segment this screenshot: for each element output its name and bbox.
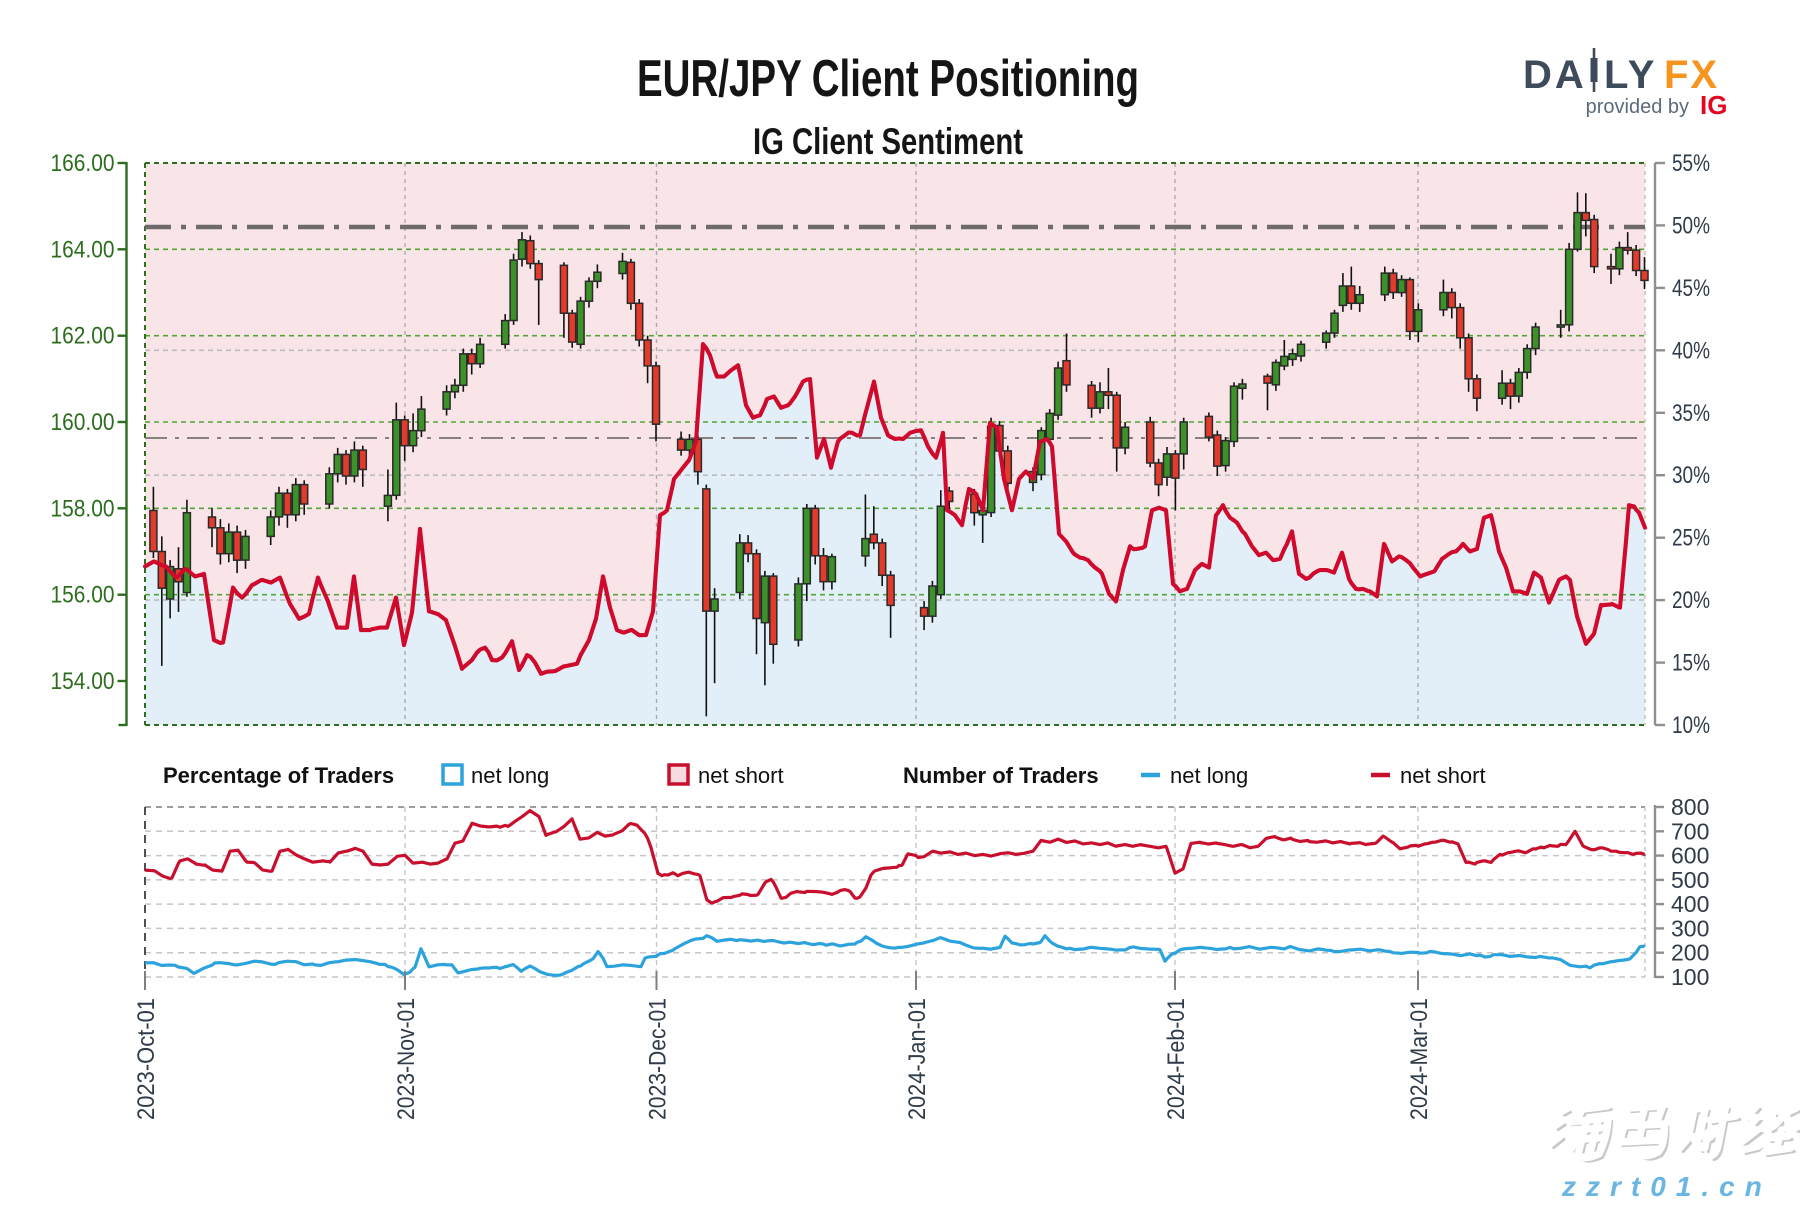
svg-text:100: 100	[1671, 964, 1709, 990]
svg-text:2024-Feb-01: 2024-Feb-01	[1163, 998, 1190, 1120]
svg-text:45%: 45%	[1672, 275, 1710, 302]
svg-text:Number of Traders: Number of Traders	[903, 763, 1099, 788]
svg-text:300: 300	[1671, 915, 1709, 941]
svg-text:net short: net short	[698, 763, 784, 788]
svg-text:600: 600	[1671, 843, 1709, 869]
svg-text:2023-Oct-01: 2023-Oct-01	[133, 998, 160, 1120]
svg-text:net long: net long	[1170, 763, 1248, 788]
svg-text:162.00: 162.00	[51, 323, 115, 350]
svg-text:Percentage of Traders: Percentage of Traders	[163, 763, 394, 788]
svg-text:2023-Dec-01: 2023-Dec-01	[645, 998, 672, 1120]
svg-text:55%: 55%	[1672, 150, 1710, 177]
svg-text:zzrt01.cn: zzrt01.cn	[1561, 1171, 1772, 1200]
svg-text:provided by: provided by	[1586, 96, 1689, 118]
svg-text:50%: 50%	[1672, 212, 1710, 239]
svg-text:400: 400	[1671, 891, 1709, 917]
svg-text:160.00: 160.00	[51, 409, 115, 436]
svg-text:net short: net short	[1400, 763, 1486, 788]
svg-text:EUR/JPY Client Positioning: EUR/JPY Client Positioning	[637, 50, 1139, 108]
svg-text:40%: 40%	[1672, 337, 1710, 364]
svg-text:500: 500	[1671, 867, 1709, 893]
svg-text:FX: FX	[1664, 53, 1719, 97]
svg-text:net long: net long	[471, 763, 549, 788]
svg-text:15%: 15%	[1672, 650, 1710, 677]
svg-text:IG: IG	[1700, 90, 1727, 120]
svg-text:700: 700	[1671, 818, 1709, 844]
svg-text:30%: 30%	[1672, 462, 1710, 489]
svg-text:166.00: 166.00	[51, 150, 115, 177]
svg-text:200: 200	[1671, 940, 1709, 966]
svg-text:2023-Nov-01: 2023-Nov-01	[393, 998, 420, 1120]
svg-text:10%: 10%	[1672, 712, 1710, 739]
svg-text:25%: 25%	[1672, 525, 1710, 552]
svg-text:164.00: 164.00	[51, 236, 115, 263]
svg-text:154.00: 154.00	[51, 668, 115, 695]
svg-text:158.00: 158.00	[51, 495, 115, 522]
svg-text:2024-Jan-01: 2024-Jan-01	[904, 998, 931, 1120]
svg-text:2024-Mar-01: 2024-Mar-01	[1406, 998, 1433, 1120]
svg-text:IG Client Sentiment: IG Client Sentiment	[753, 121, 1023, 162]
svg-text:LY: LY	[1604, 53, 1657, 97]
svg-text:800: 800	[1671, 794, 1709, 820]
svg-text:20%: 20%	[1672, 587, 1710, 614]
svg-text:35%: 35%	[1672, 400, 1710, 427]
svg-text:DA: DA	[1523, 53, 1587, 97]
svg-text:156.00: 156.00	[51, 582, 115, 609]
